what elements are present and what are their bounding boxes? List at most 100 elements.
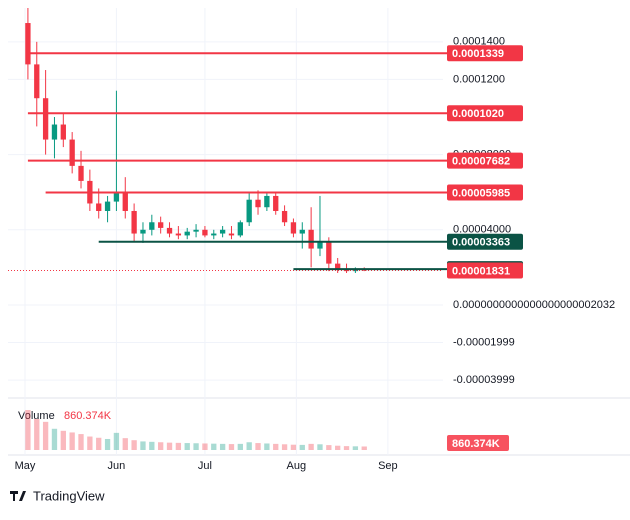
volume-bar <box>273 443 279 450</box>
price-badge <box>447 45 523 62</box>
x-tick-label: May <box>15 460 36 472</box>
candle-body <box>51 124 58 140</box>
candle-body <box>140 229 146 234</box>
logo: TradingView <box>10 488 105 503</box>
candle-body <box>42 98 49 140</box>
volume-bar <box>184 443 190 450</box>
volume-bar <box>34 418 40 450</box>
candle-body <box>69 139 75 166</box>
price-badge <box>447 152 523 169</box>
candle-body <box>308 229 314 249</box>
volume-bar <box>96 437 102 450</box>
candle-body <box>281 210 288 223</box>
candle-body <box>34 64 40 99</box>
candle-body <box>343 269 350 272</box>
volume-bar <box>166 442 173 450</box>
volume-bar <box>219 443 226 450</box>
volume-bar <box>193 443 199 450</box>
price-badge-label: 0.00005985 <box>452 187 510 199</box>
volume-value: 860.374K <box>64 410 112 422</box>
candle-body <box>255 199 261 208</box>
candle-body <box>113 192 120 202</box>
volume-title: Volume <box>18 410 55 422</box>
volume-bar <box>246 442 252 450</box>
x-tick-label: Aug <box>287 460 307 472</box>
price-badge <box>447 233 523 250</box>
volume-bar <box>237 443 243 450</box>
y-tick-label: 0.0000000000000000000002032 <box>453 299 615 311</box>
x-tick-label: Jun <box>108 460 126 472</box>
candle-body <box>273 195 279 211</box>
volume-bar <box>51 428 58 450</box>
volume-bar <box>158 442 164 450</box>
candle-body <box>219 229 226 234</box>
volume-bar <box>25 410 31 450</box>
price-badge-label: 0.00007682 <box>452 155 510 167</box>
volume-badge-label: 860.374K <box>452 438 500 450</box>
candle-body <box>352 269 359 272</box>
volume-bar <box>299 444 305 450</box>
candle-body <box>264 195 270 208</box>
volume-bar <box>87 436 93 450</box>
candle-body <box>25 23 31 65</box>
volume-bar <box>335 445 341 450</box>
candle-body <box>184 231 190 236</box>
volume-bar <box>175 442 182 450</box>
y-tick-label: 0.0001200 <box>453 73 505 85</box>
candle-body <box>104 201 111 211</box>
volume-bar <box>131 440 137 450</box>
volume-bar <box>264 443 270 450</box>
volume-bar <box>308 443 314 450</box>
candle-body <box>166 227 173 234</box>
volume-bar <box>255 443 261 450</box>
volume-bar <box>290 444 297 450</box>
volume-bar <box>228 444 235 450</box>
price-badge-label: 0.0001339 <box>452 48 504 60</box>
candle-body <box>131 210 137 234</box>
y-tick-label: 0.00004000 <box>453 224 511 236</box>
x-tick-label: Sep <box>378 460 398 472</box>
volume-bar <box>343 446 350 450</box>
candle-body <box>78 165 84 181</box>
candle-body <box>202 229 208 236</box>
candle-body <box>122 192 128 211</box>
candle-body <box>299 229 305 234</box>
volume-bar <box>78 434 84 450</box>
candle-body <box>335 263 341 270</box>
candle-body <box>175 233 182 236</box>
volume-bar <box>113 432 120 450</box>
candle-body <box>193 229 199 232</box>
price-badge-label: 0.0001020 <box>452 108 504 120</box>
candle-body <box>290 222 297 234</box>
candle-body <box>149 222 155 230</box>
y-tick-label: 0.0001400 <box>453 36 505 48</box>
volume-bar <box>281 444 288 450</box>
candle-body <box>96 203 102 211</box>
price-badge <box>447 184 523 201</box>
candle-body <box>211 233 217 236</box>
price-badge <box>447 262 523 279</box>
brand: TradingView <box>33 488 105 503</box>
candle-body <box>317 241 323 249</box>
y-tick-label: -0.00003999 <box>453 374 515 386</box>
price-badge-label: 0.00003363 <box>452 237 510 249</box>
x-tick-label: Jul <box>198 460 212 472</box>
volume-bar <box>211 443 217 450</box>
candle-body <box>326 241 332 264</box>
candle-body <box>246 199 252 223</box>
logo-mark <box>10 491 26 501</box>
price-badge-label: 0.00001831 <box>452 265 510 277</box>
volume-bar <box>104 438 111 450</box>
price-badge <box>447 105 523 122</box>
candle-body <box>60 124 66 140</box>
volume-bar <box>122 438 128 450</box>
y-tick-label: -0.00001999 <box>453 336 515 348</box>
volume-bar <box>317 444 323 450</box>
volume-bar <box>202 443 208 450</box>
volume-badge <box>447 435 509 451</box>
volume-bar <box>69 432 75 450</box>
candle-body <box>237 222 243 236</box>
volume-bar <box>149 441 155 450</box>
